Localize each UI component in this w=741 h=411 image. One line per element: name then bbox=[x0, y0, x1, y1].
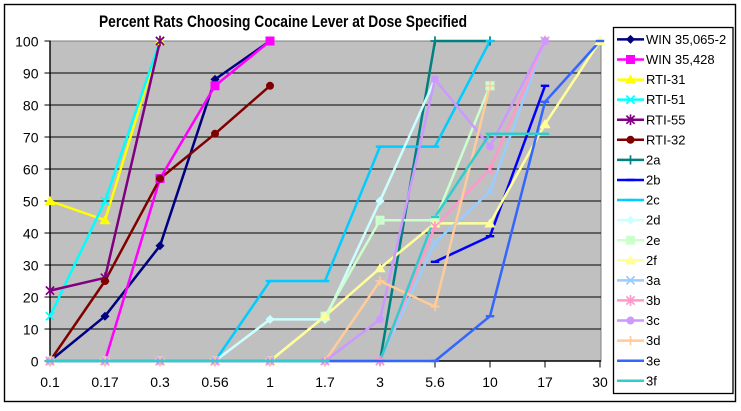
svg-text:90: 90 bbox=[23, 66, 39, 82]
svg-text:3: 3 bbox=[376, 374, 384, 390]
svg-text:10: 10 bbox=[482, 374, 498, 390]
svg-text:0.1: 0.1 bbox=[40, 374, 60, 390]
svg-text:3d: 3d bbox=[646, 333, 660, 348]
svg-text:0.56: 0.56 bbox=[201, 374, 228, 390]
svg-text:2a: 2a bbox=[646, 153, 661, 168]
svg-text:2e: 2e bbox=[646, 233, 660, 248]
svg-text:30: 30 bbox=[23, 258, 39, 274]
svg-text:RTI-51: RTI-51 bbox=[646, 92, 686, 107]
svg-text:2f: 2f bbox=[646, 253, 657, 268]
svg-text:0.17: 0.17 bbox=[91, 374, 118, 390]
svg-text:WIN 35,065-2: WIN 35,065-2 bbox=[646, 32, 726, 47]
svg-text:RTI-32: RTI-32 bbox=[646, 132, 686, 147]
svg-text:30: 30 bbox=[592, 374, 608, 390]
svg-text:70: 70 bbox=[23, 130, 39, 146]
svg-text:40: 40 bbox=[23, 226, 39, 242]
svg-text:3f: 3f bbox=[646, 373, 657, 388]
svg-text:1: 1 bbox=[266, 374, 274, 390]
svg-text:20: 20 bbox=[23, 290, 39, 306]
svg-text:RTI-55: RTI-55 bbox=[646, 112, 686, 127]
svg-text:100: 100 bbox=[15, 34, 39, 50]
svg-text:1.7: 1.7 bbox=[315, 374, 335, 390]
svg-text:2d: 2d bbox=[646, 213, 660, 228]
svg-text:3e: 3e bbox=[646, 353, 660, 368]
svg-text:2c: 2c bbox=[646, 193, 660, 208]
svg-text:WIN 35,428: WIN 35,428 bbox=[646, 52, 715, 67]
svg-text:3b: 3b bbox=[646, 293, 660, 308]
svg-text:50: 50 bbox=[23, 194, 39, 210]
svg-text:2b: 2b bbox=[646, 173, 660, 188]
svg-text:0.3: 0.3 bbox=[150, 374, 170, 390]
svg-text:Percent Rats Choosing Cocaine: Percent Rats Choosing Cocaine Lever at D… bbox=[99, 13, 467, 31]
svg-text:3a: 3a bbox=[646, 273, 661, 288]
svg-text:80: 80 bbox=[23, 98, 39, 114]
svg-text:5.6: 5.6 bbox=[425, 374, 445, 390]
svg-text:10: 10 bbox=[23, 322, 39, 338]
svg-text:17: 17 bbox=[537, 374, 553, 390]
svg-text:3c: 3c bbox=[646, 313, 660, 328]
svg-text:0: 0 bbox=[31, 354, 39, 370]
svg-text:RTI-31: RTI-31 bbox=[646, 72, 686, 87]
svg-text:60: 60 bbox=[23, 162, 39, 178]
